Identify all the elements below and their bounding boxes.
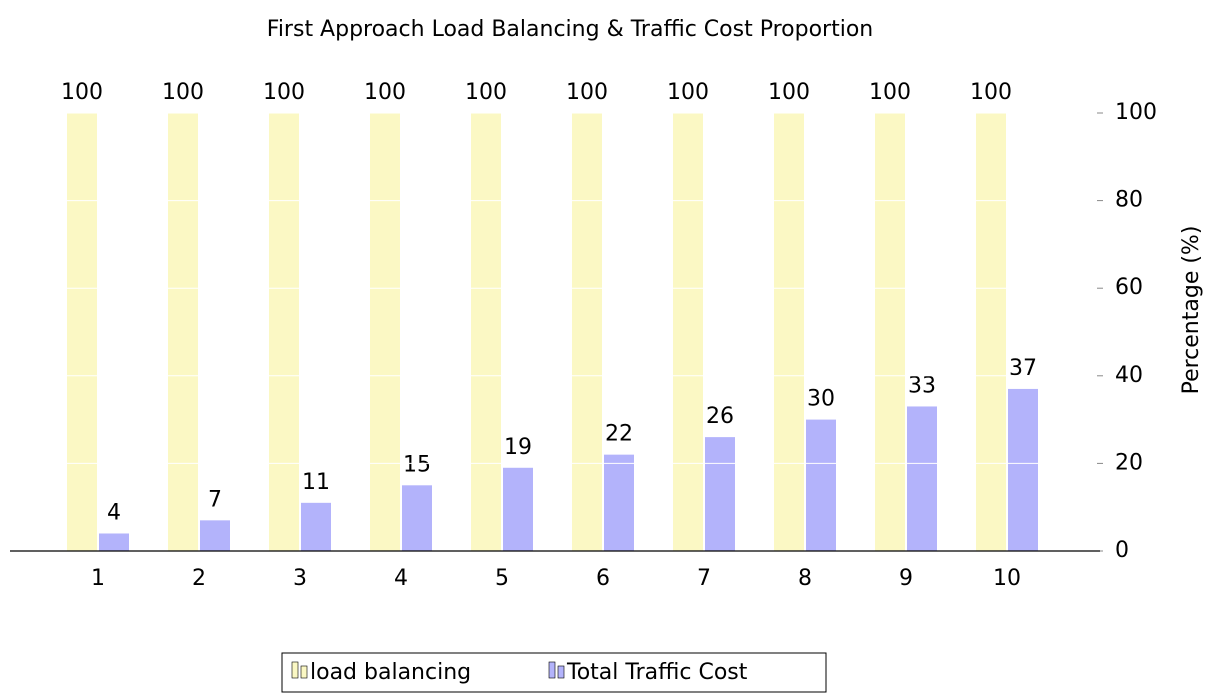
y-tick-label: 0	[1115, 538, 1129, 563]
x-tick-label: 1	[91, 566, 105, 591]
data-label: 33	[908, 373, 936, 398]
bar	[976, 113, 1006, 551]
bar	[402, 485, 432, 551]
bar	[806, 419, 836, 551]
x-tick-label: 2	[192, 566, 206, 591]
data-label: 19	[504, 435, 532, 460]
data-label: 30	[807, 387, 835, 412]
bar	[269, 113, 299, 551]
data-label: 37	[1009, 356, 1037, 381]
x-tick-label: 10	[993, 566, 1021, 591]
chart-title: First Approach Load Balancing & Traffic …	[267, 17, 873, 42]
bar	[168, 113, 198, 551]
x-tick-label: 4	[394, 566, 408, 591]
bar	[99, 533, 129, 551]
bar	[471, 113, 501, 551]
data-label: 100	[465, 80, 507, 105]
bar	[200, 520, 230, 551]
bar	[604, 454, 634, 551]
bar	[673, 113, 703, 551]
data-label: 100	[566, 80, 608, 105]
legend-label: Total Traffic Cost	[566, 660, 748, 685]
bar	[370, 113, 400, 551]
bar	[67, 113, 97, 551]
y-tick-label: 80	[1115, 188, 1143, 213]
data-label: 100	[162, 80, 204, 105]
bar	[705, 437, 735, 551]
data-label: 7	[208, 487, 222, 512]
data-label: 100	[263, 80, 305, 105]
data-label: 100	[970, 80, 1012, 105]
bar	[301, 502, 331, 551]
data-label: 4	[107, 500, 121, 525]
data-label: 100	[667, 80, 709, 105]
y-axis-label: Percentage (%)	[1179, 226, 1204, 395]
bar	[572, 113, 602, 551]
legend-swatch	[548, 661, 556, 679]
data-label: 11	[302, 470, 330, 495]
bar	[774, 113, 804, 551]
y-tick-label: 60	[1115, 275, 1143, 300]
x-tick-label: 6	[596, 566, 610, 591]
x-tick-label: 5	[495, 566, 509, 591]
legend-swatch	[557, 665, 565, 679]
data-label: 15	[403, 452, 431, 477]
bar	[1008, 388, 1038, 551]
data-label: 22	[605, 422, 633, 447]
y-tick-label: 20	[1115, 450, 1143, 475]
legend-swatch	[300, 665, 308, 679]
data-label: 100	[768, 80, 810, 105]
data-label: 100	[61, 80, 103, 105]
x-tick-label: 8	[798, 566, 812, 591]
x-tick-label: 3	[293, 566, 307, 591]
legend-label: load balancing	[310, 660, 471, 685]
data-label: 26	[706, 404, 734, 429]
legend-swatch	[291, 661, 299, 679]
y-tick-label: 100	[1115, 100, 1157, 125]
bar	[907, 406, 937, 551]
bar	[875, 113, 905, 551]
data-label: 100	[364, 80, 406, 105]
y-tick-label: 40	[1115, 363, 1143, 388]
x-tick-label: 7	[697, 566, 711, 591]
data-label: 100	[869, 80, 911, 105]
bar	[503, 467, 533, 551]
x-tick-label: 9	[899, 566, 913, 591]
